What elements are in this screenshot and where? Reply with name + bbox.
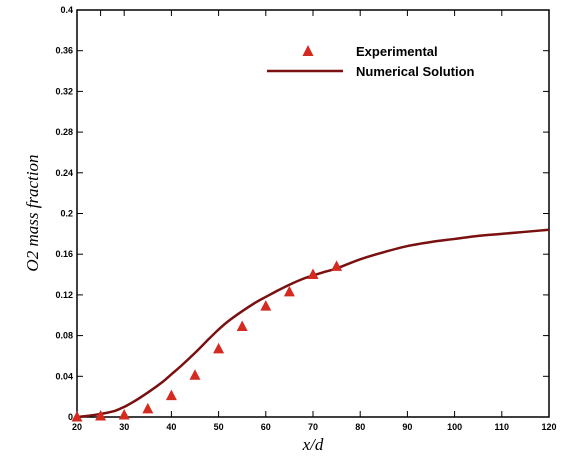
x-tick-label: 90 [402, 422, 412, 432]
experimental-point [95, 409, 107, 421]
legend-experimental-marker [302, 45, 314, 56]
y-tick-label: 0.32 [55, 86, 73, 96]
experimental-point [283, 285, 295, 297]
y-tick-label: 0.2 [60, 209, 73, 219]
experimental-point [71, 411, 83, 422]
x-tick-label: 20 [72, 422, 82, 432]
y-tick-label: 0.28 [55, 127, 73, 137]
y-tick-label: 0.12 [55, 290, 73, 300]
axis-ticks [76, 9, 550, 418]
x-tick-label: 120 [541, 422, 556, 432]
y-tick-label: 0.36 [55, 46, 73, 56]
experimental-point [331, 260, 343, 271]
x-tick-label: 30 [119, 422, 129, 432]
axis-tick-labels: 20 30 40 50 60 70 80 90 100 110 120 0 0.04 0.08 0.12 0.… [55, 5, 556, 432]
x-tick-label: 50 [214, 422, 224, 432]
y-tick-label: 0.16 [55, 249, 73, 259]
numerical-solution-line [76, 228, 550, 419]
x-tick-label: 80 [355, 422, 365, 432]
y-tick-label: 0 [68, 412, 73, 422]
experimental-point [189, 369, 201, 380]
x-tick-label: 110 [495, 422, 510, 432]
x-tick-label: 70 [308, 422, 318, 432]
x-tick-label: 60 [261, 422, 271, 432]
y-tick-label: 0.24 [55, 168, 73, 178]
legend-numerical-label: Numerical Solution [356, 64, 475, 79]
experimental-point [118, 408, 130, 420]
legend-experimental-label: Experimental [356, 44, 438, 59]
y-tick-label: 0.08 [55, 331, 73, 341]
experimental-point [307, 268, 319, 280]
experimental-point [236, 320, 248, 331]
experimental-markers [71, 260, 343, 422]
experimental-point [165, 389, 177, 401]
x-tick-label: 100 [447, 422, 462, 432]
x-tick-label: 40 [166, 422, 176, 432]
experimental-point [260, 300, 272, 311]
experimental-point [213, 342, 225, 354]
y-tick-label: 0.4 [60, 5, 73, 15]
x-axis-title: x/d [302, 435, 324, 454]
experimental-point [142, 402, 154, 414]
legend: Experimental Numerical Solution [267, 44, 475, 79]
y-axis-title: O2 mass fraction [23, 154, 42, 271]
y-tick-label: 0.04 [55, 371, 73, 381]
